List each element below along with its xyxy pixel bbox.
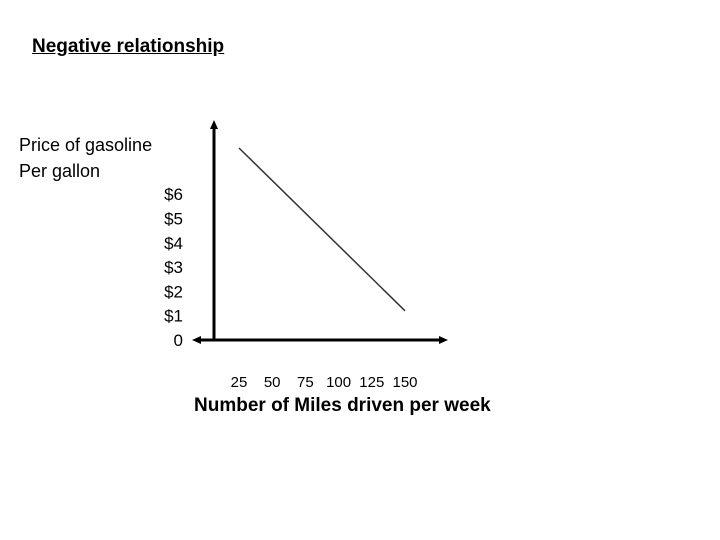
y-tick-label: $2 bbox=[164, 282, 183, 301]
y-tick-label: $6 bbox=[164, 185, 183, 204]
y-tick-label: $1 bbox=[164, 307, 183, 326]
x-tick-label: 25 bbox=[231, 374, 248, 391]
x-tick-label: 125 bbox=[359, 374, 384, 391]
y-tick-label: $4 bbox=[164, 234, 183, 253]
y-axis-arrow bbox=[210, 120, 218, 129]
y-tick-labels: 0 $1 $2 $3 $4 $5 $6 bbox=[164, 185, 183, 350]
y-tick-label: 0 bbox=[174, 331, 183, 350]
x-tick-label: 150 bbox=[392, 374, 417, 391]
data-series bbox=[238, 147, 406, 312]
y-axis-label-line-2: Per gallon bbox=[19, 161, 101, 181]
x-tick-label: 75 bbox=[297, 374, 314, 391]
y-axis-label-line-1: Price of gasoline bbox=[19, 135, 153, 155]
y-tick-label: $3 bbox=[164, 258, 183, 277]
x-axis-left-arrow bbox=[192, 336, 201, 344]
axes bbox=[192, 120, 448, 344]
series-line bbox=[238, 147, 406, 312]
x-tick-label: 50 bbox=[264, 374, 281, 391]
x-axis-arrow bbox=[439, 336, 448, 344]
y-tick-label: $5 bbox=[164, 210, 183, 229]
x-tick-labels: 25 50 75 100 125 150 bbox=[231, 374, 418, 391]
x-tick-label: 100 bbox=[326, 374, 351, 391]
x-axis-label: Number of Miles driven per week bbox=[194, 395, 491, 416]
chart-title: Negative relationship bbox=[32, 36, 225, 57]
y-axis-label: Price of gasoline Per gallon bbox=[19, 132, 152, 184]
